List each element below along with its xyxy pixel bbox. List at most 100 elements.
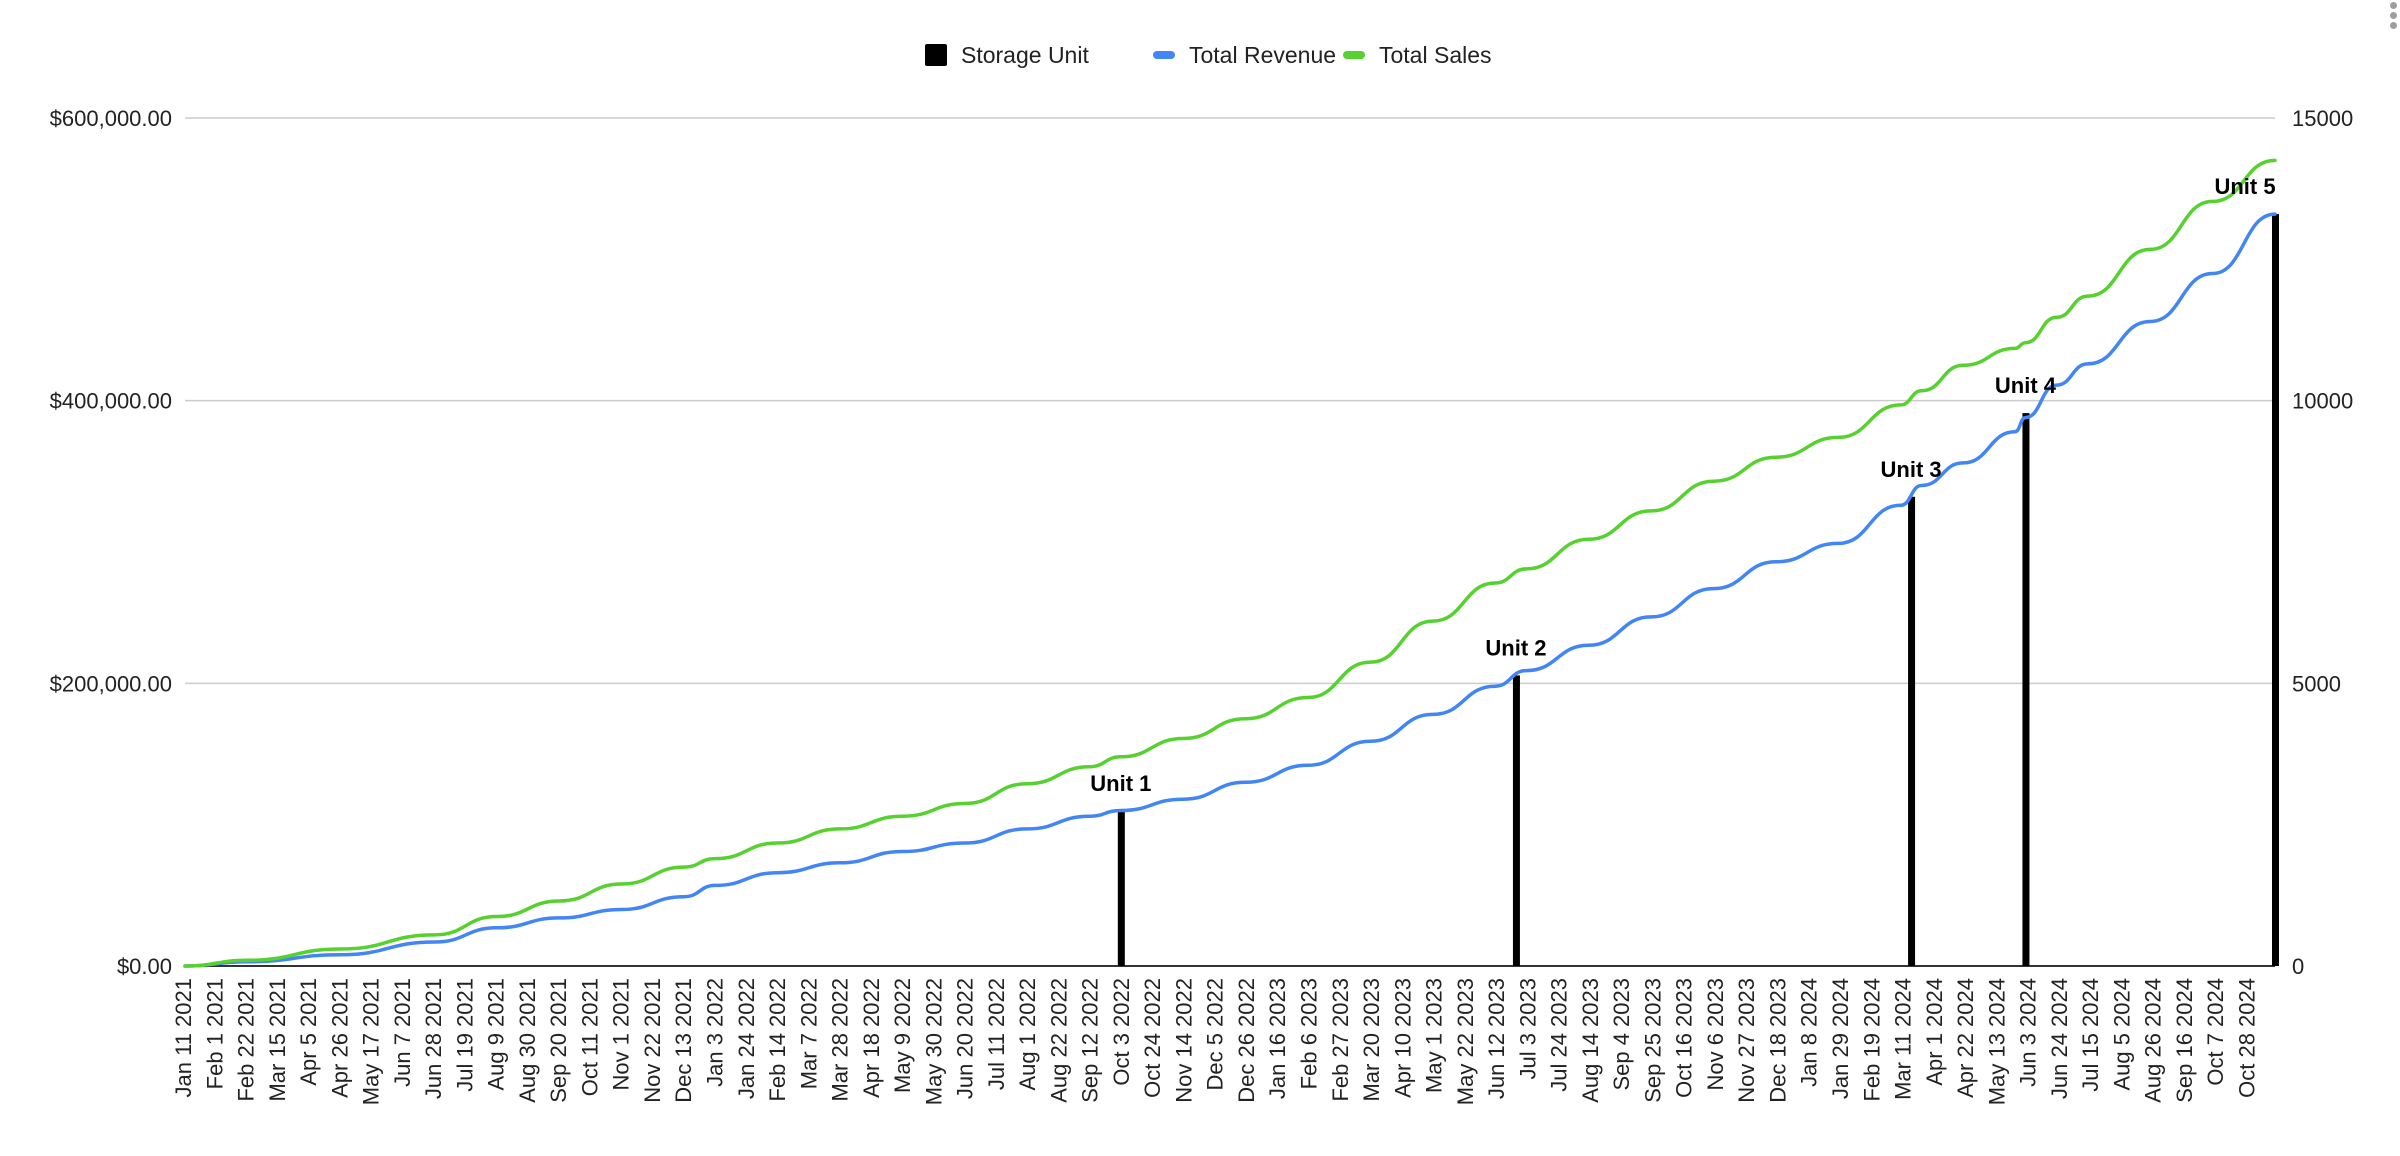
storage-unit-bars	[1117, 214, 2279, 966]
storage-unit-bar	[2272, 214, 2279, 966]
chart-menu-dot[interactable]	[2390, 2, 2397, 9]
x-tick-label: Nov 14 2022	[1171, 978, 1196, 1103]
y-axis-left: $0.00 $200,000.00 $400,000.00 $600,000.00	[50, 106, 172, 979]
x-tick-label: Jun 20 2022	[953, 978, 978, 1099]
chart-menu-dot[interactable]	[2390, 22, 2397, 29]
x-tick-label: May 9 2022	[890, 978, 915, 1093]
storage-unit-bar	[1908, 496, 1916, 966]
x-tick-label: Aug 30 2021	[515, 978, 540, 1103]
x-tick-label: Jun 24 2024	[2047, 978, 2072, 1099]
x-tick-label: Jan 24 2022	[734, 978, 759, 1099]
unit-label: Unit 1	[1090, 771, 1151, 796]
x-tick-label: Dec 26 2022	[1234, 978, 1259, 1103]
y-left-tick-label: $600,000.00	[50, 106, 172, 131]
y-left-tick-label: $400,000.00	[50, 389, 172, 414]
x-tick-label: Aug 9 2021	[484, 978, 509, 1091]
x-tick-label: Mar 20 2023	[1359, 978, 1384, 1102]
storage-unit-labels: Unit 1 Unit 2 Unit 3 Unit 4 Unit 5	[1090, 174, 2275, 796]
x-tick-label: Aug 26 2024	[2141, 978, 2166, 1103]
x-tick-label: Jan 3 2022	[702, 978, 727, 1087]
x-tick-label: Feb 6 2023	[1297, 978, 1322, 1089]
x-tick-label: Sep 12 2022	[1078, 978, 1103, 1103]
legend-label: Total Revenue	[1189, 42, 1336, 68]
y-axis-right: 0 5000 10000 15000	[2292, 106, 2353, 979]
x-tick-label: Feb 27 2023	[1328, 978, 1353, 1102]
x-tick-label: Aug 22 2022	[1046, 978, 1071, 1103]
x-tick-label: Sep 25 2023	[1640, 978, 1665, 1103]
x-tick-label: Apr 5 2021	[296, 978, 321, 1086]
chart-menu-dot[interactable]	[2390, 12, 2397, 19]
total-sales-line	[183, 158, 2277, 968]
y-right-tick-label: 10000	[2292, 389, 2353, 414]
x-tick-label: May 13 2024	[1984, 978, 2009, 1105]
storage-unit-bar	[1117, 811, 1125, 966]
x-tick-label: Apr 10 2023	[1390, 978, 1415, 1098]
x-tick-label: Aug 5 2024	[2109, 978, 2134, 1091]
x-tick-label: Jun 12 2023	[1484, 978, 1509, 1099]
x-tick-label: Apr 18 2022	[859, 978, 884, 1098]
x-tick-label: Oct 7 2024	[2203, 978, 2228, 1086]
x-tick-label: Mar 11 2024	[1891, 978, 1916, 1100]
legend: Storage Unit Total Revenue Total Sales	[925, 42, 1492, 68]
x-axis: Jan 11 2021 Feb 1 2021 Feb 22 2021 Mar 15 2…	[171, 978, 2259, 1105]
y-right-tick-label: 5000	[2292, 671, 2341, 696]
series-lines	[183, 158, 2277, 968]
x-tick-label: Jan 29 2024	[1828, 978, 1853, 1099]
x-tick-label: May 30 2022	[921, 978, 946, 1105]
x-tick-label: Oct 11 2021	[577, 978, 602, 1096]
x-tick-label: Oct 28 2024	[2234, 978, 2259, 1098]
legend-label: Storage Unit	[961, 42, 1089, 68]
x-tick-label: Jul 19 2021	[452, 978, 477, 1092]
x-tick-label: Feb 22 2021	[234, 978, 259, 1102]
x-tick-label: Sep 4 2023	[1609, 978, 1634, 1091]
x-tick-label: Mar 28 2022	[828, 978, 853, 1102]
storage-unit-bar	[2022, 413, 2030, 966]
x-tick-label: Oct 16 2023	[1672, 978, 1697, 1098]
x-tick-label: Feb 19 2024	[1859, 978, 1884, 1102]
x-tick-label: Nov 6 2023	[1703, 978, 1728, 1091]
x-tick-label: Apr 22 2024	[1953, 978, 1978, 1098]
unit-label: Unit 4	[1995, 373, 2057, 398]
x-tick-label: Jul 15 2024	[2078, 978, 2103, 1092]
x-tick-label: Jan 11 2021	[171, 978, 196, 1097]
legend-swatch	[1153, 51, 1175, 59]
x-tick-label: Jul 24 2023	[1547, 978, 1572, 1092]
x-tick-label: Jan 16 2023	[1265, 978, 1290, 1099]
x-tick-label: Jun 7 2021	[390, 978, 415, 1087]
x-tick-label: May 17 2021	[359, 978, 384, 1105]
x-tick-label: Jan 8 2024	[1797, 978, 1822, 1087]
x-tick-label: Dec 13 2021	[671, 978, 696, 1103]
x-tick-label: Nov 22 2021	[640, 978, 665, 1103]
x-tick-label: Mar 7 2022	[796, 978, 821, 1089]
x-tick-label: Sep 16 2024	[2172, 978, 2197, 1103]
unit-label: Unit 2	[1485, 635, 1546, 660]
x-tick-label: Oct 24 2022	[1140, 978, 1165, 1098]
unit-label: Unit 5	[2214, 174, 2275, 199]
x-tick-label: May 22 2023	[1453, 978, 1478, 1105]
x-tick-label: Mar 15 2021	[265, 978, 290, 1102]
x-tick-label: Sep 20 2021	[546, 978, 571, 1103]
unit-label: Unit 3	[1881, 457, 1942, 482]
x-tick-label: Nov 27 2023	[1734, 978, 1759, 1103]
x-tick-label: Oct 3 2022	[1109, 978, 1134, 1086]
gridlines	[185, 117, 2275, 967]
x-tick-label: Jul 3 2023	[1515, 978, 1540, 1080]
x-tick-label: Aug 14 2023	[1578, 978, 1603, 1103]
x-tick-label: Feb 1 2021	[202, 978, 227, 1089]
x-tick-label: Jun 28 2021	[421, 978, 446, 1099]
x-tick-label: Dec 18 2023	[1765, 978, 1790, 1103]
y-left-tick-label: $200,000.00	[50, 671, 172, 696]
legend-label: Total Sales	[1379, 42, 1492, 68]
x-tick-label: May 1 2023	[1422, 978, 1447, 1093]
x-tick-label: Jun 3 2024	[2016, 978, 2041, 1087]
x-tick-label: Apr 26 2021	[327, 978, 352, 1098]
x-tick-label: Nov 1 2021	[609, 978, 634, 1091]
legend-swatch	[925, 44, 947, 66]
y-right-tick-label: 0	[2292, 954, 2304, 979]
x-tick-label: Jul 11 2022	[984, 978, 1009, 1090]
x-tick-label: Feb 14 2022	[765, 978, 790, 1102]
y-right-tick-label: 15000	[2292, 106, 2353, 131]
x-tick-label: Aug 1 2022	[1015, 978, 1040, 1091]
